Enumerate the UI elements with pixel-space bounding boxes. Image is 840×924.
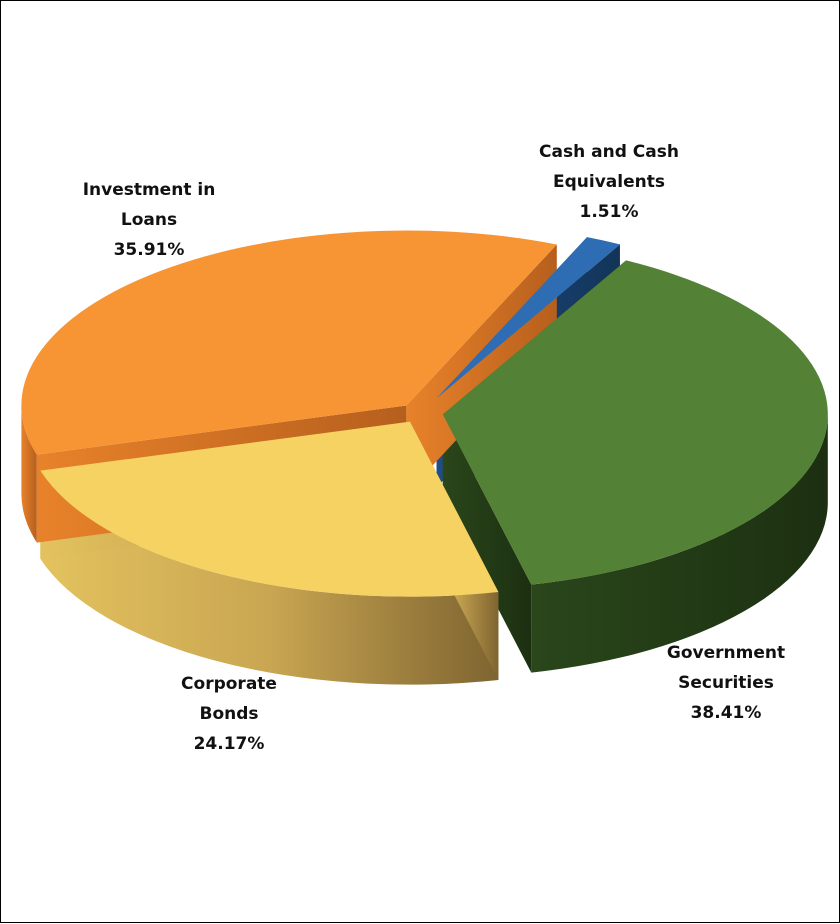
slice-category-label: Securities bbox=[678, 673, 774, 693]
slice-category-label: Loans bbox=[121, 210, 177, 230]
pie-slice-side bbox=[531, 414, 828, 673]
pie-slice-cut-face bbox=[406, 244, 557, 494]
pie-labels: Cash and Cash Equivalents 1.51% Government S… bbox=[83, 142, 785, 754]
slice-value-label: 35.91% bbox=[114, 240, 185, 260]
slice-category-label: Bonds bbox=[199, 704, 258, 724]
slice-category-label: Cash and Cash bbox=[539, 142, 679, 162]
slice-value-label: 38.41% bbox=[691, 703, 762, 723]
pie-slice-side bbox=[40, 470, 499, 685]
pie-slice bbox=[21, 230, 557, 455]
pie-slice bbox=[436, 237, 620, 399]
pie-slice-cut-face bbox=[442, 414, 532, 673]
slice-value-label: 1.51% bbox=[580, 202, 639, 222]
slice-category-label: Equivalents bbox=[553, 172, 665, 192]
pie-slice bbox=[40, 421, 499, 597]
slice-category-label: Investment in bbox=[83, 180, 216, 200]
pie-slice bbox=[442, 260, 828, 585]
slice-category-label: Corporate bbox=[181, 674, 277, 694]
pie-tops bbox=[21, 230, 828, 597]
slice-category-label: Government bbox=[667, 643, 785, 663]
pie-slice-side bbox=[21, 405, 37, 543]
slice-value-label: 24.17% bbox=[194, 734, 265, 754]
